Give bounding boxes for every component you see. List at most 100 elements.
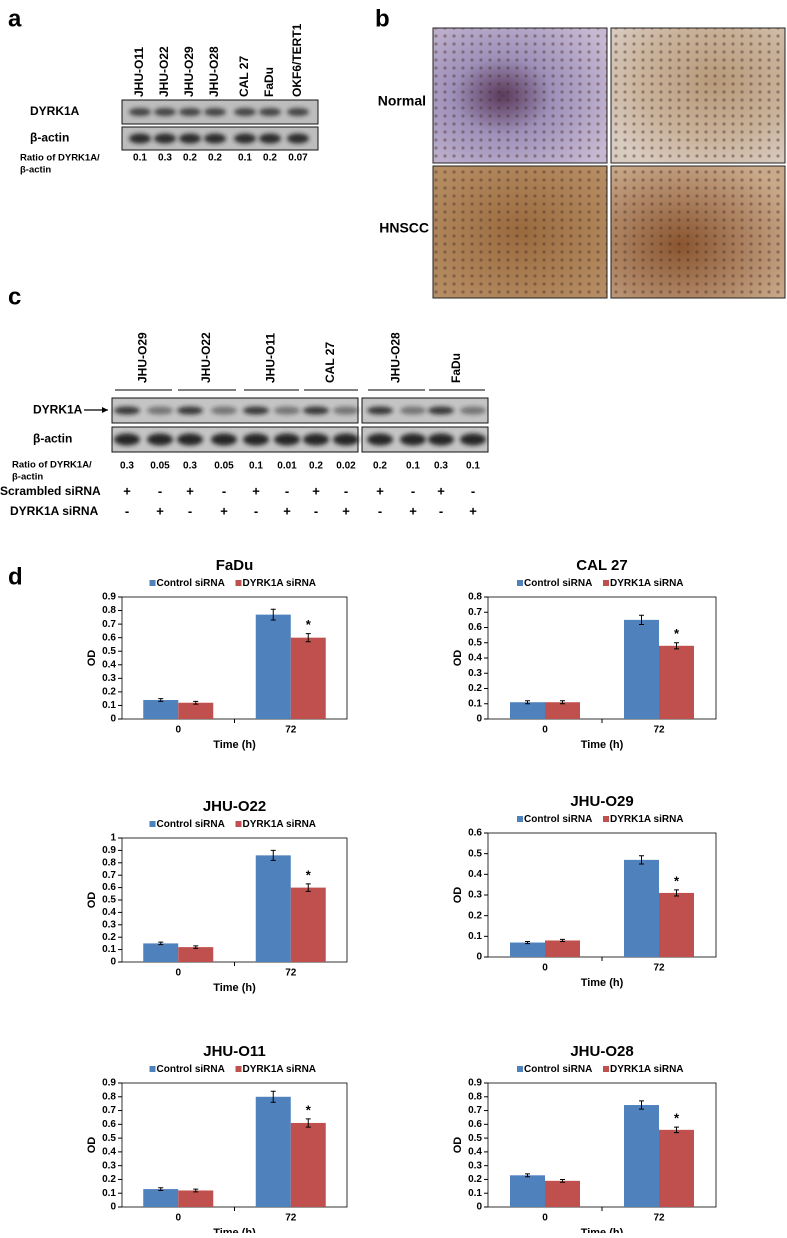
y-tick-label: 0.8 — [468, 592, 482, 603]
x-axis-label: Time (h) — [213, 1227, 256, 1233]
legend-swatch — [603, 1066, 609, 1072]
error-bar — [158, 1187, 164, 1191]
image-texture — [611, 166, 785, 298]
lane-label: JHU-O29 — [182, 46, 196, 97]
y-tick-label: 0.1 — [468, 698, 482, 709]
band — [333, 433, 359, 446]
y-tick-label: 0 — [110, 957, 116, 968]
y-axis-label: OD — [452, 650, 464, 667]
sign: + — [156, 503, 164, 518]
error-bar — [193, 700, 199, 705]
bar — [143, 700, 179, 719]
bar — [545, 940, 580, 957]
lane-label: JHU-O11 — [132, 47, 146, 97]
band — [274, 406, 300, 415]
annotation: * — [674, 873, 680, 888]
sign: + — [186, 483, 194, 498]
panel-letter: d — [8, 563, 23, 590]
ratio: 0.3 — [158, 153, 172, 164]
y-tick-label: 0 — [476, 952, 482, 963]
sign: - — [254, 503, 258, 518]
legend-swatch — [235, 1066, 242, 1072]
bar — [624, 619, 659, 719]
y-tick-label: 0.3 — [468, 1160, 482, 1171]
legend-label: DYRK1A siRNA — [610, 578, 684, 589]
chart-title: JHU-O29 — [570, 793, 633, 810]
x-axis-label: Time (h) — [581, 1227, 624, 1233]
ratio: 0.2 — [208, 153, 222, 164]
y-tick-label: 0.2 — [468, 683, 482, 694]
row-label: β-actin — [33, 432, 72, 446]
y-tick-label: 0.7 — [102, 1105, 116, 1116]
error-bar — [270, 849, 276, 861]
lane-label: JHU-O22 — [199, 332, 213, 383]
y-tick-label: 0 — [110, 714, 116, 725]
legend-label: DYRK1A siRNA — [610, 1064, 684, 1075]
lane-label: FaDu — [262, 67, 276, 97]
band — [114, 433, 140, 446]
y-tick-label: 0.3 — [468, 668, 482, 679]
legend-label: Control siRNA — [157, 578, 225, 589]
y-tick-label: 0.7 — [468, 607, 482, 618]
x-axis-label: Time (h) — [581, 739, 624, 751]
band — [211, 433, 237, 446]
band — [367, 433, 393, 446]
ratio: 0.01 — [277, 461, 297, 472]
panel-letter: c — [8, 283, 21, 310]
bar — [545, 702, 580, 719]
band — [287, 133, 309, 144]
bar — [290, 637, 326, 719]
band — [303, 433, 329, 446]
band — [234, 133, 256, 144]
treatment-label: DYRK1A siRNA — [10, 504, 99, 518]
y-tick-label: 0.5 — [468, 637, 482, 648]
x-tick-label: 0 — [175, 1213, 181, 1224]
error-bar — [525, 941, 530, 945]
band — [428, 406, 454, 415]
legend-swatch — [235, 821, 242, 827]
error-bar — [193, 945, 199, 949]
y-axis-label: OD — [452, 887, 464, 904]
y-tick-label: 0.6 — [468, 1119, 482, 1130]
y-tick-label: 0.3 — [102, 1160, 116, 1171]
band — [243, 433, 269, 446]
band — [204, 133, 226, 144]
error-bar — [639, 1100, 644, 1110]
band — [287, 108, 309, 116]
lane-label: CAL 27 — [237, 56, 251, 97]
chart-title: JHU-O11 — [203, 1043, 266, 1060]
bar — [255, 855, 291, 962]
y-tick-label: 0.3 — [468, 890, 482, 901]
legend-swatch — [149, 1066, 156, 1072]
bar — [178, 1190, 214, 1207]
error-bar — [674, 889, 679, 897]
panel-letter: b — [375, 5, 390, 32]
band — [303, 406, 329, 415]
ratio: 0.3 — [434, 461, 448, 472]
y-tick-label: 0.8 — [102, 857, 116, 868]
band — [259, 133, 281, 144]
ratio: 0.1 — [133, 153, 147, 164]
error-bar — [270, 608, 276, 621]
band — [129, 133, 151, 144]
y-axis-label: OD — [86, 1137, 98, 1154]
y-tick-label: 0.6 — [102, 1119, 116, 1130]
y-tick-label: 0.6 — [468, 828, 482, 839]
y-tick-label: 0.5 — [102, 646, 116, 657]
sign: - — [314, 503, 318, 518]
ratio: 0.3 — [183, 461, 197, 472]
legend-swatch — [517, 580, 523, 586]
x-tick-label: 72 — [285, 1213, 297, 1224]
band — [460, 406, 486, 415]
ratio-label: Ratio of DYRK1A/ — [20, 153, 100, 164]
legend-label: DYRK1A siRNA — [243, 819, 317, 830]
y-axis-label: OD — [452, 1137, 464, 1154]
legend-swatch — [235, 580, 242, 586]
y-tick-label: 0.3 — [102, 673, 116, 684]
y-tick-label: 0.1 — [102, 944, 116, 955]
y-tick-label: 0.6 — [102, 882, 116, 893]
bar — [143, 1189, 179, 1207]
ratio: 0.05 — [214, 461, 234, 472]
bar — [510, 702, 545, 719]
x-axis-label: Time (h) — [581, 977, 624, 989]
